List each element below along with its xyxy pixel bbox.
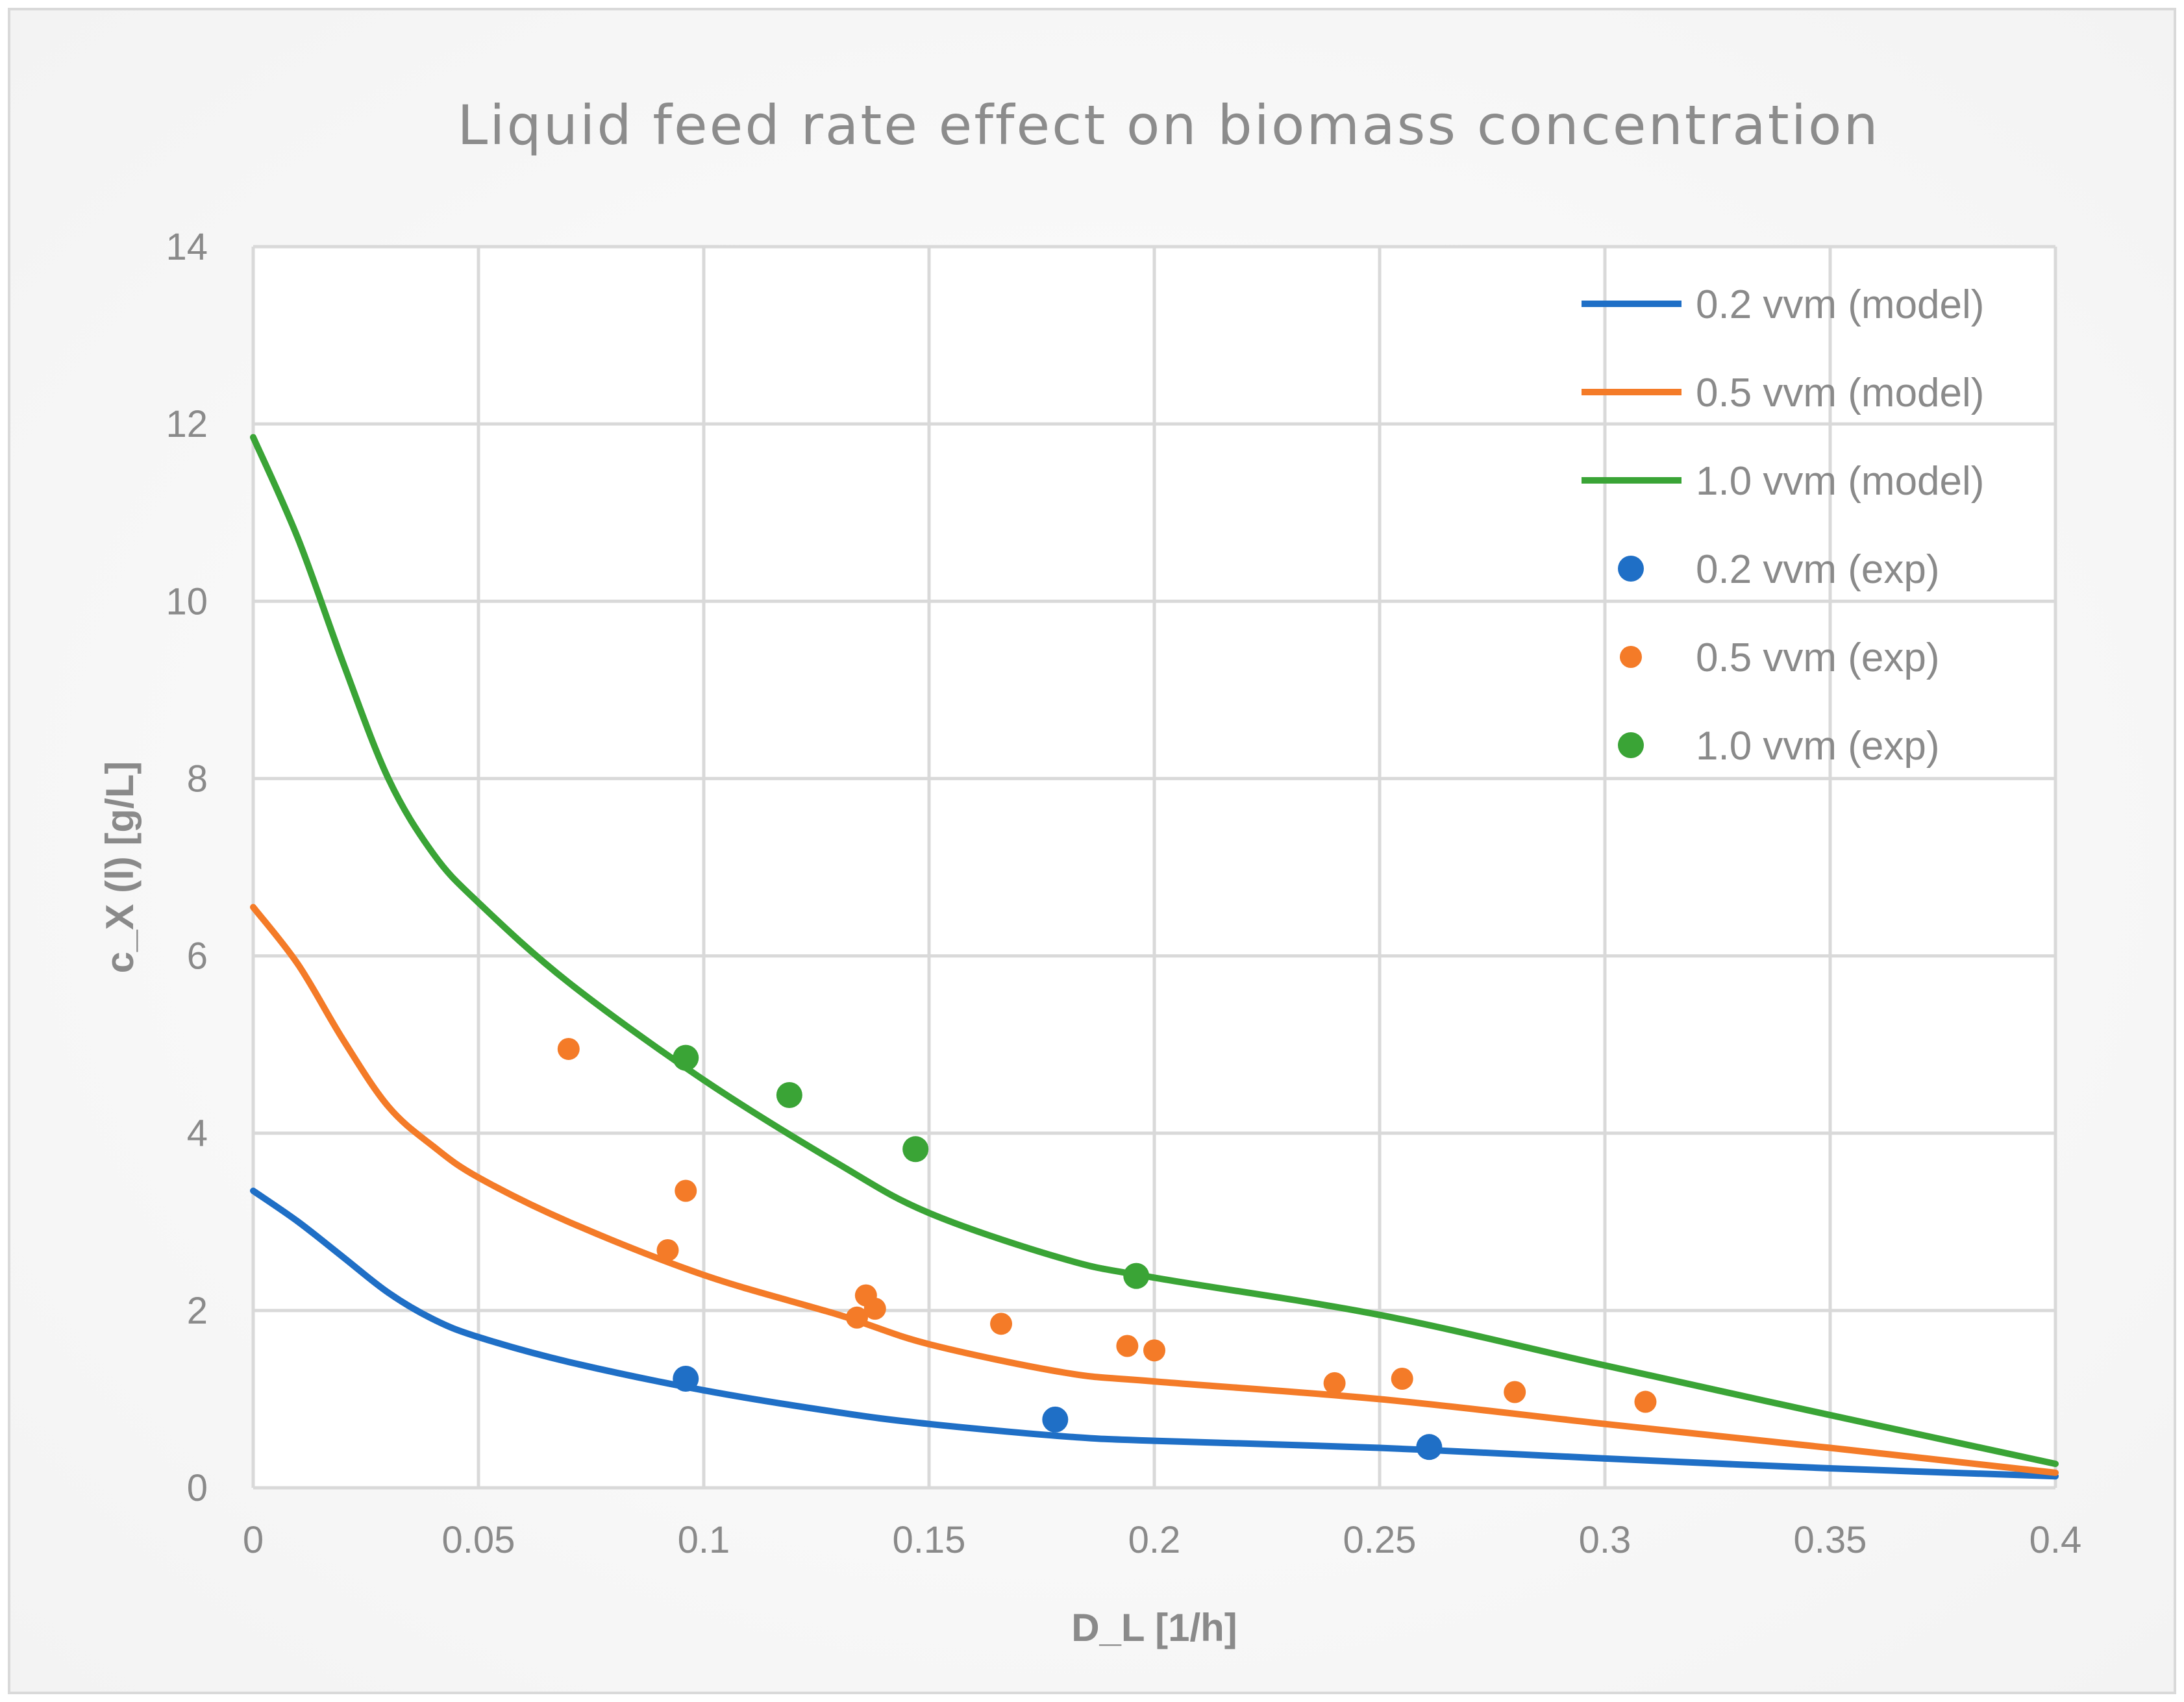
data-point-0-5-vvm-exp bbox=[863, 1298, 886, 1320]
x-tick-label: 0.15 bbox=[893, 1519, 966, 1561]
data-point-0-5-vvm-exp bbox=[656, 1239, 679, 1261]
y-tick-label: 8 bbox=[187, 758, 208, 800]
gridlines bbox=[251, 245, 2057, 1490]
y-tick-label: 14 bbox=[166, 226, 208, 268]
x-tick-label: 0.3 bbox=[1579, 1519, 1632, 1561]
legend-swatch-0-2-vvm-exp bbox=[1618, 556, 1644, 582]
legend-label-0-2-vvm-exp: 0.2 vvm (exp) bbox=[1696, 547, 1940, 592]
data-point-1-0-vvm-exp bbox=[902, 1136, 929, 1163]
data-point-0-5-vvm-exp bbox=[675, 1179, 697, 1202]
data-point-1-0-vvm-exp bbox=[1123, 1263, 1150, 1289]
data-point-1-0-vvm-exp bbox=[673, 1044, 699, 1071]
data-point-0-2-vvm-exp bbox=[673, 1366, 699, 1392]
x-tick-label: 0 bbox=[243, 1519, 264, 1561]
chart-title: Liquid feed rate effect on biomass conce… bbox=[457, 93, 1880, 157]
series-line-0-2-vvm-model bbox=[250, 1187, 2059, 1480]
data-point-0-5-vvm-exp bbox=[1634, 1390, 1657, 1413]
x-tick-label: 0.1 bbox=[678, 1519, 730, 1561]
data-point-0-5-vvm-exp bbox=[1323, 1372, 1346, 1394]
y-tick-label: 10 bbox=[166, 580, 208, 623]
data-point-0-5-vvm-exp bbox=[557, 1037, 580, 1060]
data-point-0-5-vvm-exp bbox=[1391, 1368, 1413, 1390]
legend: 0.2 vvm (model) 0.5 vvm (model) 1.0 vvm (m… bbox=[1582, 282, 1984, 769]
series-line-1-0-vvm-model bbox=[250, 434, 2059, 1468]
y-tick-label: 4 bbox=[187, 1113, 208, 1155]
legend-swatch-1-0-vvm-exp bbox=[1618, 732, 1644, 758]
legend-label-1-0-vvm-exp: 1.0 vvm (exp) bbox=[1696, 724, 1940, 769]
y-axis-ticks: 0 2 4 6 8 10 12 14 bbox=[166, 226, 208, 1509]
data-point-0-5-vvm-exp bbox=[1116, 1335, 1139, 1357]
data-point-0-5-vvm-exp bbox=[1143, 1339, 1165, 1362]
x-axis-ticks: 0 0.05 0.1 0.15 0.2 0.25 0.3 0.35 0.4 bbox=[243, 1519, 2081, 1561]
y-tick-label: 2 bbox=[187, 1290, 208, 1332]
legend-label-0-5-vvm-model: 0.5 vvm (model) bbox=[1696, 371, 1984, 415]
y-tick-label: 0 bbox=[187, 1467, 208, 1509]
experimental-points bbox=[557, 1037, 1657, 1461]
legend-swatch-0-5-vvm-exp bbox=[1620, 646, 1642, 668]
x-tick-label: 0.05 bbox=[442, 1519, 515, 1561]
x-tick-label: 0.35 bbox=[1794, 1519, 1867, 1561]
data-point-0-5-vvm-exp bbox=[990, 1313, 1013, 1335]
data-point-0-2-vvm-exp bbox=[1416, 1434, 1443, 1461]
legend-label-0-2-vvm-model: 0.2 vvm (model) bbox=[1696, 282, 1984, 327]
x-axis-title: D_L [1/h] bbox=[1071, 1606, 1237, 1649]
data-point-0-2-vvm-exp bbox=[1042, 1406, 1069, 1433]
data-point-0-5-vvm-exp bbox=[845, 1306, 868, 1329]
data-point-1-0-vvm-exp bbox=[776, 1081, 802, 1108]
legend-label-0-5-vvm-exp: 0.5 vvm (exp) bbox=[1696, 635, 1940, 680]
series-line-0-5-vvm-model bbox=[250, 904, 2059, 1476]
y-axis-title: c_X (l) [g/L] bbox=[98, 761, 142, 974]
x-tick-label: 0.4 bbox=[2029, 1519, 2082, 1561]
model-lines bbox=[250, 434, 2059, 1480]
x-tick-label: 0.25 bbox=[1343, 1519, 1417, 1561]
x-tick-label: 0.2 bbox=[1128, 1519, 1181, 1561]
data-point-0-5-vvm-exp bbox=[1504, 1381, 1526, 1403]
y-tick-label: 12 bbox=[166, 403, 208, 445]
legend-label-1-0-vvm-model: 1.0 vvm (model) bbox=[1696, 459, 1984, 504]
y-tick-label: 6 bbox=[187, 935, 208, 978]
